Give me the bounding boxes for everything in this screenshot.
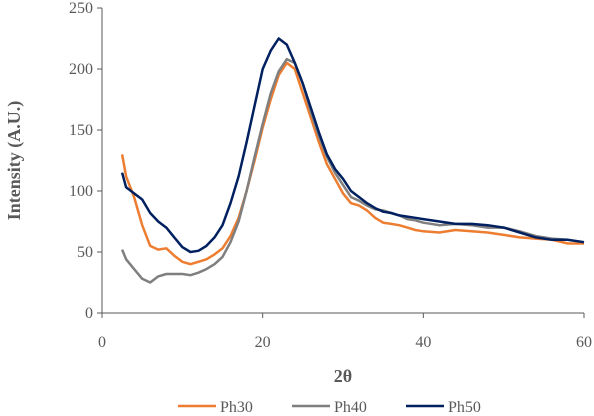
x-tick-label: 60	[576, 334, 592, 351]
y-axis-title: Intensity (A.U.)	[4, 101, 25, 221]
series-line-ph50	[120, 37, 585, 254]
y-tick-label: 0	[85, 305, 93, 322]
legend-label-ph30: Ph30	[220, 399, 253, 416]
x-tick-label: 0	[98, 334, 106, 351]
legend-label-ph40: Ph40	[334, 399, 367, 416]
x-tick-label: 20	[255, 334, 271, 351]
y-tick-label: 250	[69, 0, 93, 17]
y-tick-label: 200	[69, 61, 93, 78]
series-lines	[120, 37, 585, 284]
plot-area: 0 50 100 150 200 250 0 20 40 60	[69, 0, 592, 351]
legend-label-ph50: Ph50	[448, 399, 481, 416]
series-line-ph30	[120, 61, 584, 266]
y-tick-label: 50	[77, 244, 93, 261]
x-ticks: 0 20 40 60	[98, 313, 592, 351]
x-tick-label: 40	[415, 334, 431, 351]
x-axis-title: 2θ	[334, 366, 352, 386]
y-tick-label: 100	[69, 183, 93, 200]
y-tick-label: 150	[69, 122, 93, 139]
y-ticks: 0 50 100 150 200 250	[69, 0, 102, 322]
legend: Ph30 Ph40 Ph50	[178, 399, 481, 416]
